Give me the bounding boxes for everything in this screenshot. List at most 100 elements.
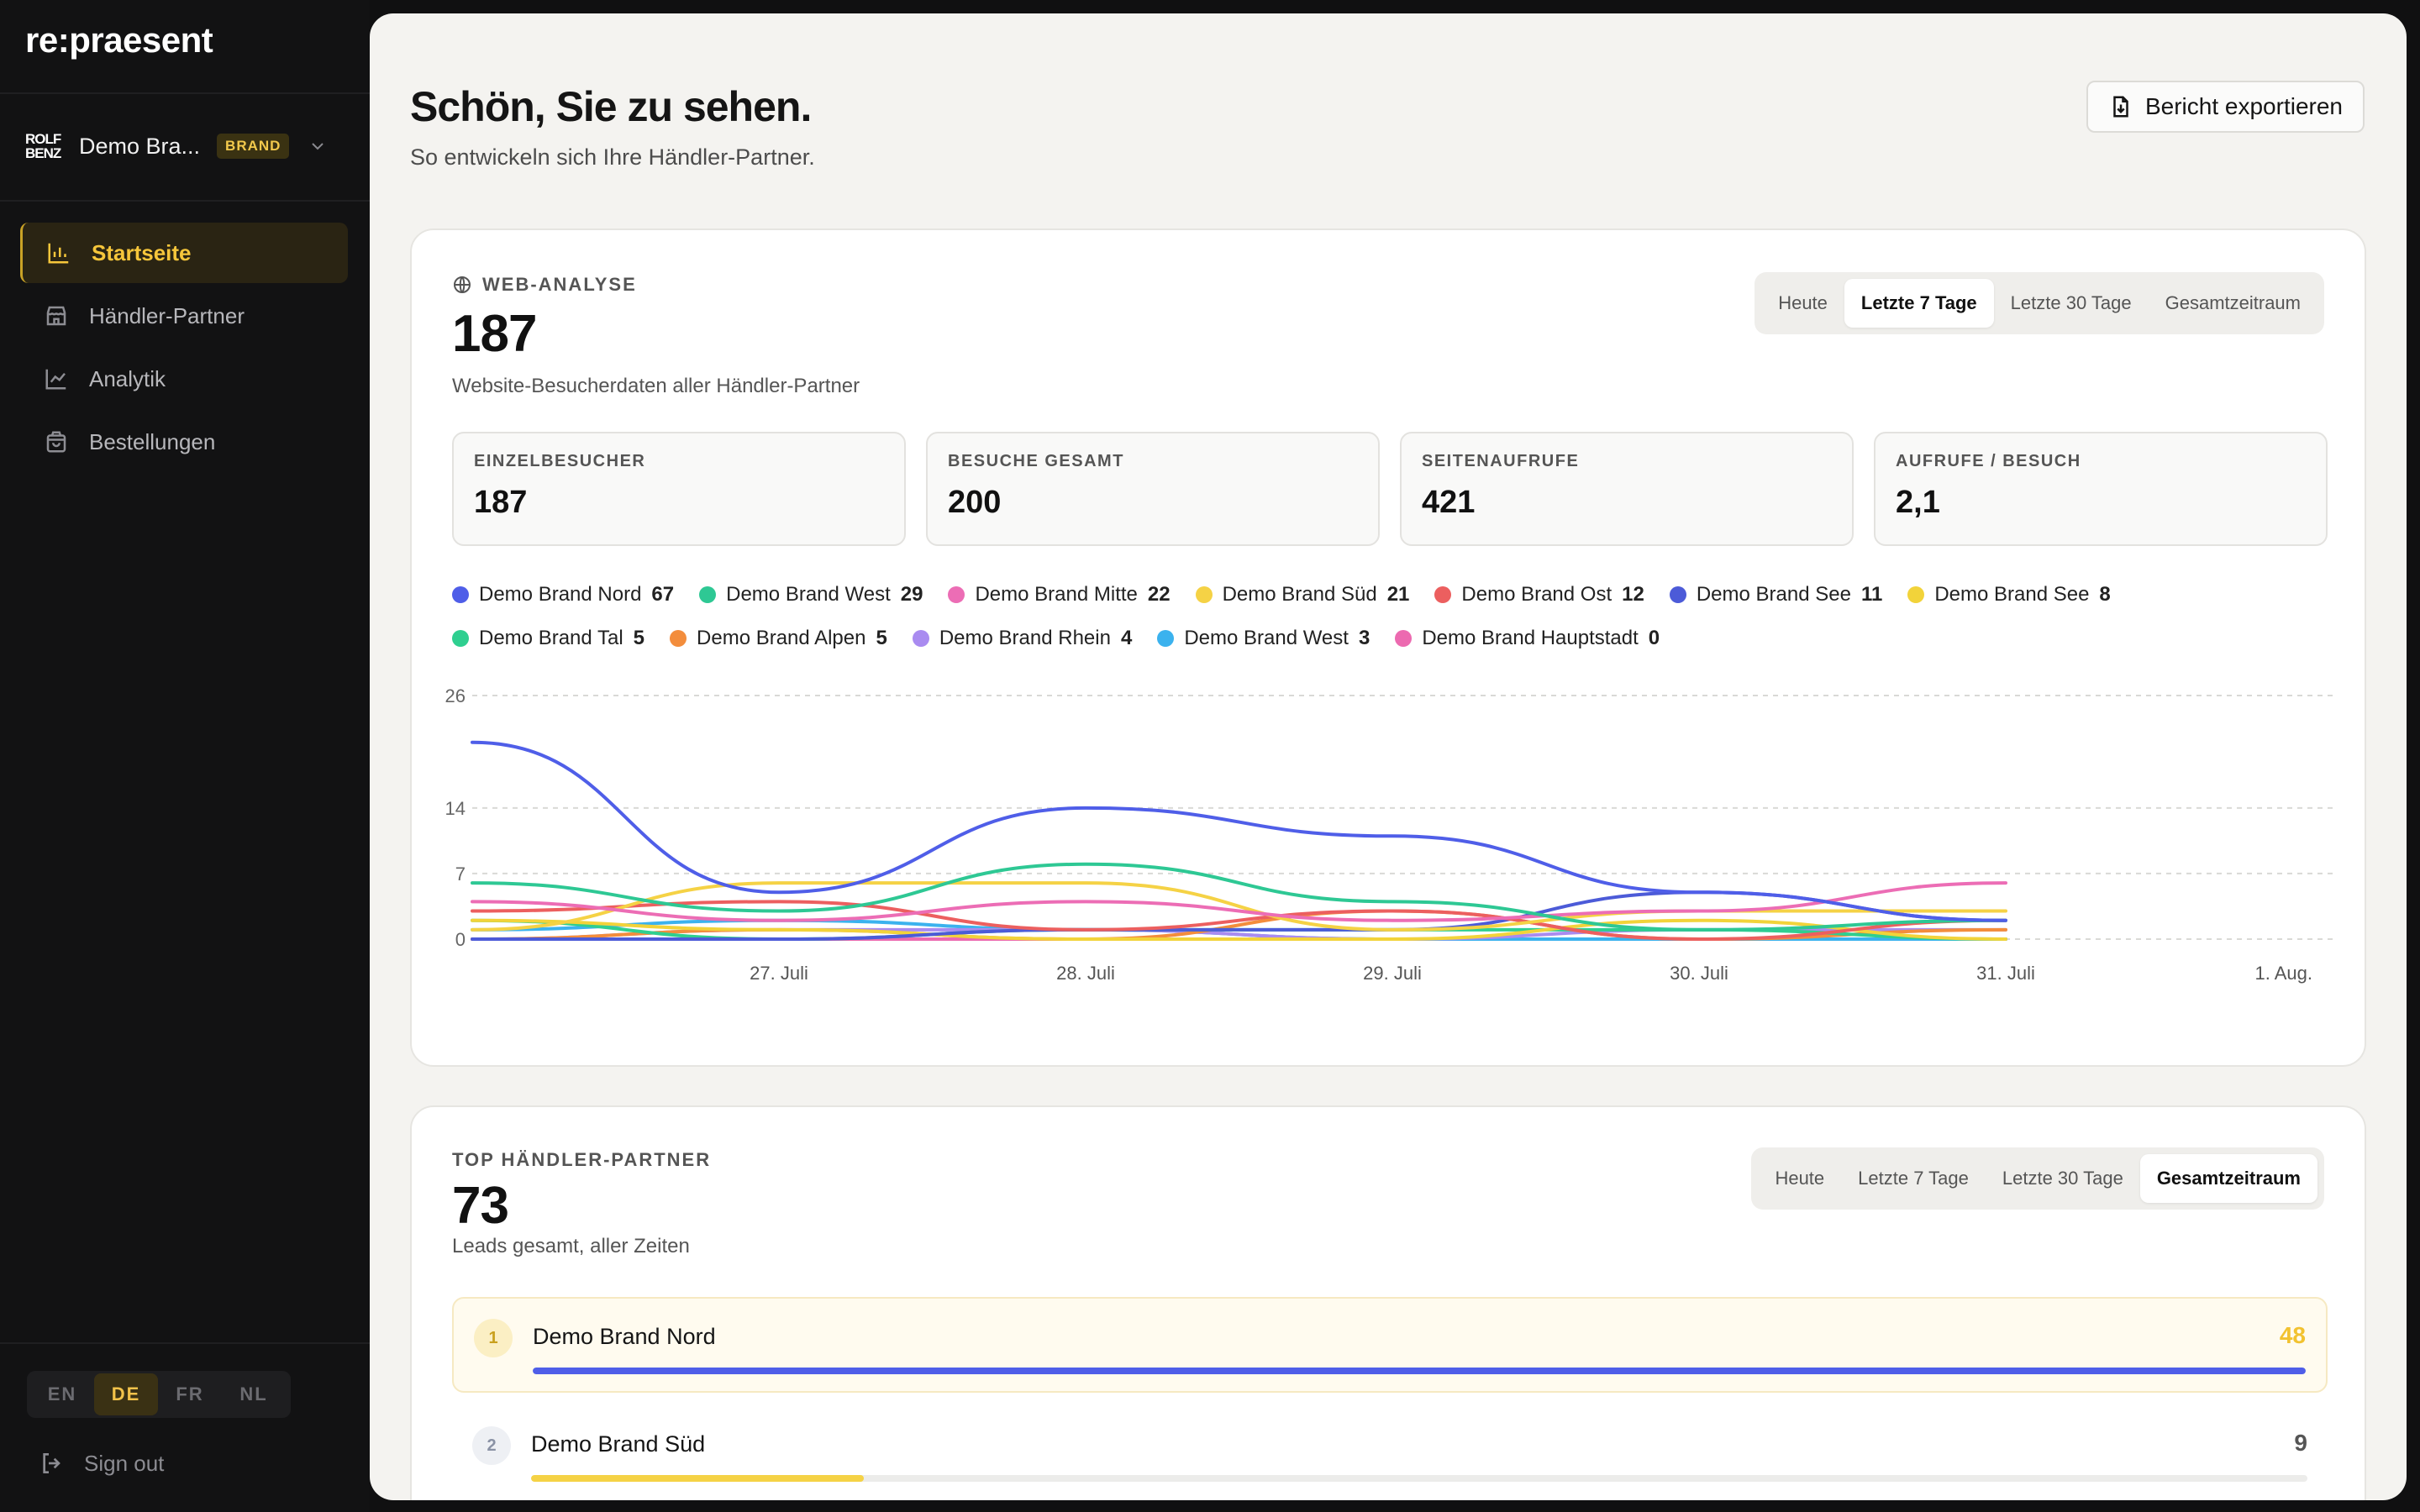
brand-badge: BRAND bbox=[217, 134, 290, 159]
legend-value: 22 bbox=[1147, 583, 1171, 606]
sign-out-label: Sign out bbox=[84, 1450, 165, 1476]
series-line[interactable] bbox=[471, 900, 2007, 942]
legend-item[interactable]: Demo Brand See 11 bbox=[1669, 583, 1882, 606]
legend-dot bbox=[1907, 586, 1925, 603]
tab-letzte-7-tage[interactable]: Letzte 7 Tage bbox=[1844, 279, 1994, 328]
sidebar-divider bbox=[0, 200, 370, 202]
legend-value: 29 bbox=[900, 583, 923, 606]
rank-value: 48 bbox=[2279, 1322, 2306, 1348]
legend-item[interactable]: Demo Brand Hauptstadt 0 bbox=[1395, 627, 1660, 650]
web-analysis-label-text: WEB-ANALYSE bbox=[482, 274, 637, 295]
stats-row: EINZELBESUCHER 187 BESUCHE GESAMT 200 SE… bbox=[452, 432, 2328, 546]
legend-name: Demo Brand See bbox=[1934, 583, 2090, 606]
rank-name: Demo Brand Nord bbox=[533, 1324, 716, 1349]
tab-letzte-30-tage[interactable]: Letzte 30 Tage bbox=[2010, 292, 2132, 313]
lang-de[interactable]: DE bbox=[94, 1373, 158, 1415]
stat-card-aufrufe-pro-besuch: AUFRUFE / BESUCH 2,1 bbox=[1874, 432, 2328, 546]
legend-item[interactable]: Demo Brand Ost 12 bbox=[1434, 583, 1644, 606]
page-subtitle: So entwickeln sich Ihre Händler-Partner. bbox=[410, 144, 815, 170]
file-download-icon bbox=[2113, 96, 2128, 118]
x-tick-label: 27. Juli bbox=[750, 963, 808, 984]
series-line[interactable] bbox=[471, 881, 2007, 922]
legend-row: Demo Brand Nord 67 Demo Brand West 29 Demo B… bbox=[452, 573, 2343, 617]
web-analysis-label: WEB-ANALYSE bbox=[452, 274, 637, 296]
sidebar-item-analytik[interactable]: Analytik bbox=[20, 349, 348, 409]
bar-chart-icon bbox=[48, 243, 69, 264]
x-tick-label: 28. Juli bbox=[1056, 963, 1115, 984]
lang-nl[interactable]: NL bbox=[239, 1383, 268, 1404]
legend-item[interactable]: Demo Brand Mitte 22 bbox=[948, 583, 1171, 606]
stat-value: 2,1 bbox=[1896, 485, 1940, 520]
tab-heute[interactable]: Heute bbox=[1778, 292, 1828, 313]
stat-value: 187 bbox=[474, 485, 528, 520]
ranking-row[interactable]: 1 Demo Brand Nord 48 bbox=[452, 1297, 2328, 1393]
tab-gesamtzeitraum[interactable]: Gesamtzeitraum bbox=[2165, 292, 2301, 313]
legend-value: 12 bbox=[1622, 583, 1644, 606]
sidebar-item-startseite[interactable]: Startseite bbox=[20, 223, 348, 283]
sidebar-divider bbox=[0, 92, 370, 94]
lang-fr[interactable]: FR bbox=[176, 1383, 204, 1404]
store-icon bbox=[46, 306, 66, 326]
legend-name: Demo Brand Alpen bbox=[697, 627, 866, 649]
web-period-tabs: Heute Letzte 7 Tage Letzte 30 Tage Gesam… bbox=[1754, 272, 2324, 334]
tab-letzte-30-tage[interactable]: Letzte 30 Tage bbox=[2002, 1168, 2123, 1189]
stat-card-besuche-gesamt: BESUCHE GESAMT 200 bbox=[926, 432, 1380, 546]
top-subtitle: Leads gesamt, aller Zeiten bbox=[452, 1235, 690, 1257]
legend-item[interactable]: Demo Brand West 3 bbox=[1157, 627, 1370, 650]
stat-value: 200 bbox=[948, 485, 1002, 520]
legend-dot bbox=[452, 630, 469, 647]
tab-heute[interactable]: Heute bbox=[1775, 1168, 1825, 1189]
legend-name: Demo Brand Mitte bbox=[975, 583, 1138, 606]
lang-en[interactable]: EN bbox=[47, 1383, 77, 1404]
legend-name: Demo Brand West bbox=[1184, 627, 1349, 649]
legend-name: Demo Brand Rhein bbox=[939, 627, 1111, 649]
shopping-bag-icon bbox=[46, 431, 66, 453]
legend-item[interactable]: Demo Brand Süd 21 bbox=[1195, 583, 1409, 606]
legend-item[interactable]: Demo Brand Rhein 4 bbox=[912, 627, 1133, 650]
app-logo[interactable]: re:praesent bbox=[25, 20, 213, 60]
tab-gesamtzeitraum[interactable]: Gesamtzeitraum bbox=[2139, 1154, 2317, 1203]
globe-icon bbox=[454, 276, 471, 293]
legend-value: 3 bbox=[1358, 627, 1370, 649]
export-report-button[interactable]: Bericht exportieren bbox=[2086, 81, 2365, 133]
legend-dot bbox=[1669, 586, 1686, 603]
series-line[interactable] bbox=[471, 862, 2007, 932]
legend-item[interactable]: Demo Brand See 8 bbox=[1907, 583, 2111, 606]
legend-item[interactable]: Demo Brand Tal 5 bbox=[452, 627, 644, 650]
legend-value: 5 bbox=[876, 627, 887, 649]
legend-name: Demo Brand Tal bbox=[479, 627, 623, 649]
legend-value: 67 bbox=[651, 583, 675, 606]
series-line[interactable] bbox=[471, 918, 2007, 941]
sidebar-item-bestellungen[interactable]: Bestellungen bbox=[20, 412, 348, 472]
legend-name: Demo Brand Hauptstadt bbox=[1422, 627, 1639, 649]
y-tick-label: 7 bbox=[455, 864, 466, 885]
chevron-down-icon[interactable] bbox=[308, 136, 328, 156]
x-tick-label: 1. Aug. bbox=[2254, 963, 2312, 984]
main-content: Schön, Sie zu sehen. So entwickeln sich … bbox=[370, 13, 2407, 1500]
brand-switcher[interactable]: ROLF BENZ Demo Bra... BRAND bbox=[25, 126, 345, 166]
page-title: Schön, Sie zu sehen. bbox=[410, 83, 812, 130]
sidebar-item-label: Bestellungen bbox=[89, 428, 216, 454]
legend-name: Demo Brand See bbox=[1696, 583, 1851, 606]
legend-name: Demo Brand Nord bbox=[479, 583, 642, 606]
legend-dot bbox=[699, 586, 717, 603]
series-line[interactable] bbox=[471, 740, 2007, 922]
legend-dot bbox=[452, 586, 469, 603]
legend-value: 4 bbox=[1120, 627, 1133, 649]
brand-logo-line1: ROLF bbox=[25, 131, 61, 147]
ranking-row[interactable]: 2 Demo Brand Süd 9 bbox=[452, 1406, 2328, 1500]
legend-item[interactable]: Demo Brand West 29 bbox=[699, 583, 923, 606]
legend-item[interactable]: Demo Brand Alpen 5 bbox=[670, 627, 887, 650]
logout-icon bbox=[43, 1453, 60, 1473]
legend-item[interactable]: Demo Brand Nord 67 bbox=[452, 583, 674, 606]
stat-label: SEITENAUFRUFE bbox=[1422, 452, 1580, 470]
rank-name: Demo Brand Süd bbox=[531, 1431, 706, 1457]
sidebar: re:praesent ROLF BENZ Demo Bra... BRAND … bbox=[0, 0, 370, 1512]
sidebar-item-haendler-partner[interactable]: Händler-Partner bbox=[20, 286, 348, 346]
sidebar-item-label: Startseite bbox=[92, 239, 192, 265]
legend-row: Demo Brand Tal 5 Demo Brand Alpen 5 Demo Bra… bbox=[452, 617, 2343, 660]
tab-letzte-7-tage[interactable]: Letzte 7 Tage bbox=[1858, 1168, 1969, 1189]
sign-out-button[interactable]: Sign out bbox=[39, 1446, 164, 1480]
sidebar-divider bbox=[0, 1342, 370, 1344]
x-tick-label: 29. Juli bbox=[1363, 963, 1422, 984]
